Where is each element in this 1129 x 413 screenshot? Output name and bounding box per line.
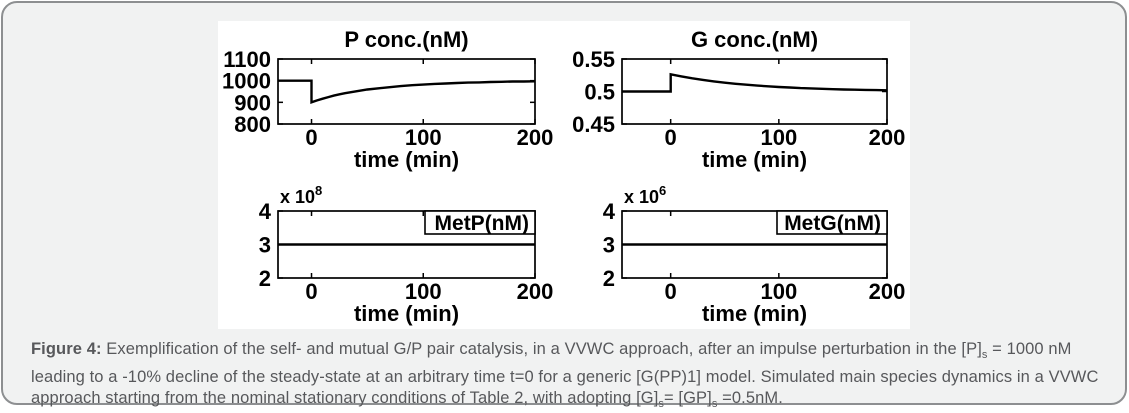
svg-text:3: 3 [603,233,615,258]
subplot-g-conc: 0 100 200 0.45 0.5 0.55 G conc.(nM) time (min) [572,27,906,172]
figure-caption: Figure 4: Exemplification of the self- a… [31,339,1107,413]
svg-text:200: 200 [869,279,906,304]
svg-text:100: 100 [405,125,442,150]
svg-text:200: 200 [517,279,554,304]
caption-segment: Exemplification of the self- and mutual … [101,340,982,358]
svg-text:200: 200 [869,125,906,150]
caption-segment: = 1000 nM leading to a -10% decline of t… [31,340,1099,407]
svg-text:MetG(nM): MetG(nM) [784,212,881,235]
svg-text:P conc.(nM): P conc.(nM) [344,27,468,52]
svg-text:MetP(nM): MetP(nM) [435,212,529,235]
svg-text:3: 3 [259,233,271,258]
svg-text:0: 0 [305,279,317,304]
svg-text:time (min): time (min) [702,147,807,172]
subplot-metp: 0 100 200 2 3 4 MetP(nM) x 108 time (min) [259,183,554,326]
caption-segment: = [GP] [664,389,712,407]
caption-segment: Figure 4: [31,340,102,358]
svg-text:0.55: 0.55 [572,47,615,72]
svg-text:4: 4 [259,199,272,224]
svg-text:0: 0 [305,125,317,150]
svg-text:200: 200 [517,125,554,150]
svg-text:time (min): time (min) [702,301,807,326]
svg-text:900: 900 [234,90,271,115]
svg-text:2: 2 [259,266,271,291]
caption-segment: =0.5nM. [717,389,783,407]
svg-text:0.5: 0.5 [584,80,615,105]
svg-text:0: 0 [665,279,677,304]
svg-text:x 106: x 106 [624,183,666,207]
subplot-metg: 0 100 200 2 3 4 MetG(nM) x 106 time (min) [603,183,906,326]
svg-text:0: 0 [665,125,677,150]
svg-text:4: 4 [603,199,616,224]
svg-text:time (min): time (min) [354,147,459,172]
svg-text:2: 2 [603,266,615,291]
svg-text:0.45: 0.45 [572,112,615,137]
svg-text:100: 100 [760,279,797,304]
svg-text:x 108: x 108 [280,183,322,207]
caption-segment: s [658,398,665,410]
svg-text:100: 100 [760,125,797,150]
svg-text:100: 100 [405,279,442,304]
svg-text:time (min): time (min) [354,301,459,326]
svg-text:G conc.(nM): G conc.(nM) [691,27,818,52]
svg-text:1100: 1100 [223,47,271,72]
figure-image: 0 100 200 800 900 1000 1100 P conc.(nM) time (mi… [218,21,910,329]
svg-text:1000: 1000 [222,69,271,94]
caption-segment: s [981,349,988,361]
svg-text:800: 800 [234,112,271,137]
caption-segment: s [711,398,718,410]
